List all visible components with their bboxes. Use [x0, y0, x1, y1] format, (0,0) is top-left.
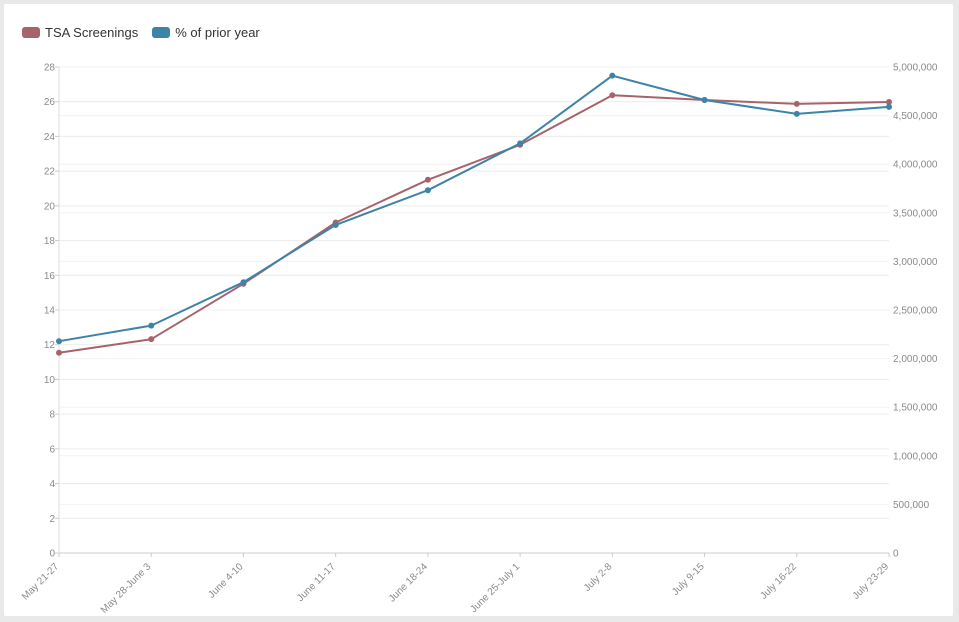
data-point-tsa-screenings — [793, 100, 800, 107]
data-point-of-prior-year — [701, 96, 708, 103]
y-right-tick-label: 500,000 — [893, 500, 930, 511]
y-right-tick-label: 3,500,000 — [893, 208, 938, 219]
data-point-tsa-screenings — [56, 349, 62, 356]
y-left-tick-label: 4 — [49, 479, 55, 490]
legend-swatch-tsa-screenings — [22, 27, 40, 38]
data-point-of-prior-year — [424, 187, 431, 194]
y-left-tick-label: 8 — [49, 410, 55, 421]
x-tick-label: May 21-27 — [20, 561, 61, 602]
data-point-of-prior-year — [148, 322, 155, 329]
data-point-of-prior-year — [609, 72, 616, 79]
y-right-tick-label: 0 — [893, 549, 899, 560]
x-tick-label: June 18-24 — [387, 561, 430, 604]
legend-swatch-percent-prior-year — [152, 27, 171, 38]
y-left-tick-label: 6 — [49, 444, 55, 455]
data-point-of-prior-year — [332, 221, 339, 228]
y-right-tick-label: 4,500,000 — [893, 111, 938, 122]
data-point-tsa-screenings — [148, 336, 155, 343]
data-point-of-prior-year — [56, 338, 62, 345]
y-left-tick-label: 20 — [44, 201, 56, 212]
x-tick-label: July 23-29 — [851, 561, 892, 602]
data-point-of-prior-year — [793, 110, 800, 117]
y-left-tick-label: 28 — [44, 63, 56, 74]
y-left-tick-label: 24 — [44, 132, 56, 143]
data-point-tsa-screenings — [424, 176, 431, 183]
y-right-tick-label: 5,000,000 — [893, 63, 938, 74]
y-right-tick-label: 2,000,000 — [893, 354, 938, 365]
chart-legend: TSA Screenings % of prior year — [22, 25, 260, 40]
y-left-tick-label: 2 — [49, 514, 55, 525]
y-left-tick-label: 0 — [49, 549, 55, 560]
legend-label-tsa-screenings: TSA Screenings — [45, 25, 139, 40]
y-right-tick-label: 3,000,000 — [893, 257, 938, 268]
series-line-of-prior-year — [58, 74, 890, 343]
y-right-tick-label: 1,000,000 — [893, 451, 938, 462]
legend-item-percent-prior-year[interactable]: % of prior year — [152, 25, 260, 40]
y-left-tick-label: 26 — [44, 97, 56, 108]
x-tick-label: June 25-July 1 — [468, 561, 522, 615]
x-tick-label: June 4-10 — [206, 561, 246, 601]
x-tick-label: June 11-17 — [295, 561, 338, 604]
series-line-tsa-screenings — [58, 94, 890, 354]
y-right-tick-label: 2,500,000 — [893, 306, 938, 317]
y-left-tick-label: 16 — [44, 271, 56, 282]
x-tick-label: July 2-8 — [582, 561, 615, 594]
y-left-tick-label: 18 — [44, 236, 56, 247]
y-right-tick-label: 4,000,000 — [893, 160, 938, 171]
x-tick-label: May 28-June 3 — [99, 561, 154, 616]
y-left-tick-label: 14 — [44, 306, 56, 317]
y-left-tick-label: 12 — [44, 340, 56, 351]
x-tick-label: July 9-15 — [670, 561, 707, 598]
data-point-of-prior-year — [886, 103, 892, 110]
data-point-of-prior-year — [240, 279, 247, 286]
x-tick-label: July 16-22 — [758, 561, 799, 602]
data-point-of-prior-year — [517, 140, 524, 147]
legend-item-tsa-screenings[interactable]: TSA Screenings — [22, 25, 138, 40]
data-point-tsa-screenings — [609, 92, 616, 99]
legend-label-percent-prior-year: % of prior year — [175, 25, 260, 40]
data-point-tsa-screenings — [886, 98, 892, 105]
y-right-tick-label: 1,500,000 — [893, 403, 938, 414]
y-left-tick-label: 22 — [44, 167, 56, 178]
y-left-tick-label: 10 — [44, 375, 56, 386]
